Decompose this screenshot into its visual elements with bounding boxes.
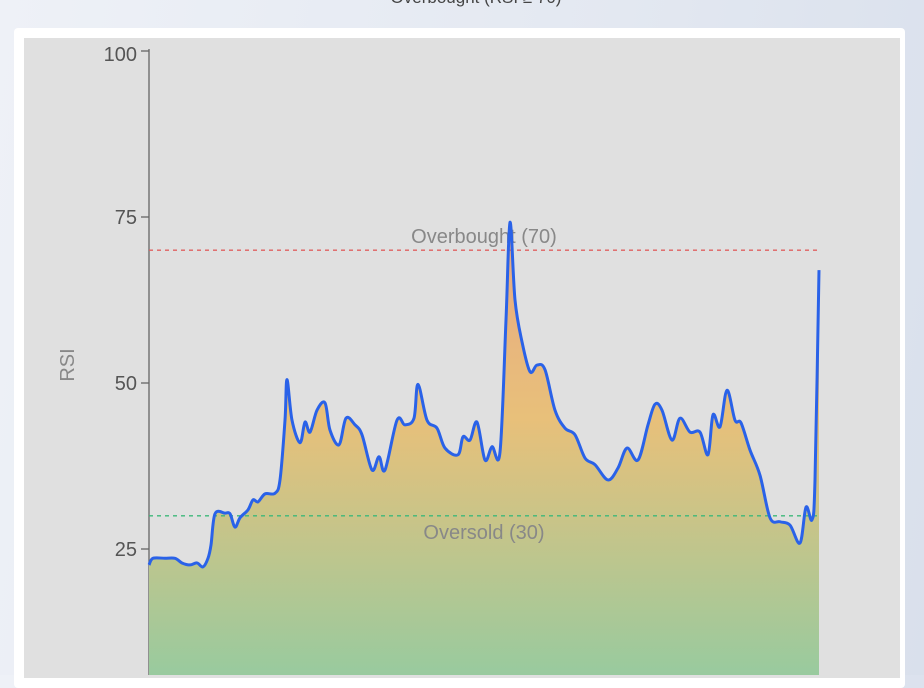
- rsi-area-fill: [149, 222, 819, 675]
- y-tick-label: 50: [115, 373, 137, 395]
- rsi-line: [147, 220, 821, 569]
- y-tick-label: 75: [115, 207, 137, 229]
- y-axis: 100 75 50 25: [104, 44, 150, 675]
- oversold-label: Oversold (30): [423, 522, 544, 544]
- y-tick-label: 100: [104, 44, 137, 66]
- chart-title: Overbought (RSI ≥ 70): [0, 0, 924, 8]
- y-axis-label: RSI: [57, 348, 79, 381]
- overbought-label: Overbought (70): [411, 226, 557, 248]
- y-tick-label: 25: [115, 539, 137, 561]
